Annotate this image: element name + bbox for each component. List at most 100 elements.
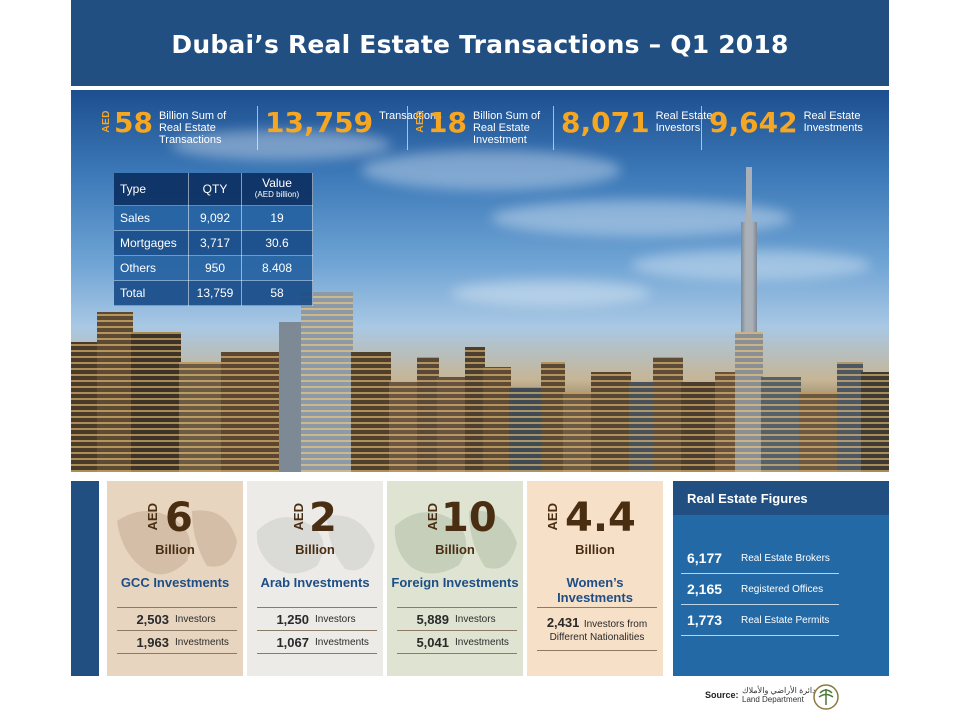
panel-foreign: AED 10 Billion Foreign Investments 5,889… xyxy=(387,481,523,676)
currency-label: AED xyxy=(545,503,560,531)
figure-number: 6,177 xyxy=(687,550,723,566)
hero-skyline: AED 58 Billion Sum of Real Estate Transa… xyxy=(71,90,889,472)
list-item: 2,165 Registered Offices xyxy=(681,574,839,605)
figure-label: Registered Offices xyxy=(741,583,824,595)
accent-bar xyxy=(71,481,99,676)
figure-number: 2,431 xyxy=(546,615,580,630)
list-item: 1,250 Investors xyxy=(257,607,377,630)
table-row: Total 13,759 58 xyxy=(114,280,313,306)
figure-label: Investors xyxy=(175,613,216,625)
col-value-label: Value xyxy=(262,176,292,190)
header-banner: Dubai’s Real Estate Transactions – Q1 20… xyxy=(71,0,889,86)
panel-women: AED 4.4 Billion Women’s Investments 2,43… xyxy=(527,481,663,676)
cell-type: Mortgages xyxy=(114,230,189,256)
panel-arab: AED 2 Billion Arab Investments 1,250 Inv… xyxy=(247,481,383,676)
cell-type: Total xyxy=(114,280,189,306)
list-item: 1,773 Real Estate Permits xyxy=(681,605,839,636)
panel-label: Foreign Investments xyxy=(391,575,519,590)
list-item: 1,963 Investments xyxy=(117,630,237,654)
world-map-icon xyxy=(394,510,517,574)
col-value: Value (AED billion) xyxy=(241,173,313,206)
real-estate-figures: Real Estate Figures 6,177 Real Estate Br… xyxy=(673,481,889,676)
cell-type: Sales xyxy=(114,205,189,231)
logo-text: دائرة الأراضي والأملاك Land Department xyxy=(742,686,816,704)
figure-label: Investments xyxy=(315,636,369,648)
stat-label: Billion Sum of Real Estate Investment xyxy=(472,110,541,146)
cell-qty: 9,092 xyxy=(188,205,242,231)
divider xyxy=(257,106,258,150)
table-row: Sales 9,092 19 xyxy=(114,205,313,231)
cell-value: 8.408 xyxy=(241,255,313,281)
panel-unit: Billion xyxy=(575,542,615,557)
col-value-unit: (AED billion) xyxy=(254,190,300,199)
panel-unit: Billion xyxy=(295,542,335,557)
divider xyxy=(407,106,408,150)
world-map-icon xyxy=(117,510,237,575)
figure-number: 5,889 xyxy=(416,611,449,627)
divider xyxy=(553,106,554,150)
stat-transactions: 13,759 Transactions xyxy=(265,108,449,138)
figure-number: 1,773 xyxy=(687,612,723,628)
stat-value: 8,071 xyxy=(561,106,650,139)
figure-label: Real Estate Permits xyxy=(741,614,830,626)
divider xyxy=(701,106,702,150)
stat-label: Transactions xyxy=(379,110,442,122)
figure-number: 1,067 xyxy=(276,634,309,650)
page-title: Dubai’s Real Estate Transactions – Q1 20… xyxy=(171,30,789,59)
table-header-row: Type QTY Value (AED billion) xyxy=(114,173,313,206)
figure-number: 1,250 xyxy=(276,611,309,627)
stat-value: 18 xyxy=(428,106,467,139)
panel-amount: 6 xyxy=(165,495,193,541)
investments-section: AED 6 Billion GCC Investments 2,503 Inve… xyxy=(71,481,889,676)
land-department-logo-icon xyxy=(813,684,839,710)
transactions-table: Type QTY Value (AED billion) Sales 9,092 … xyxy=(114,173,313,306)
stat-value: 58 xyxy=(114,106,153,139)
cell-value: 58 xyxy=(241,280,313,306)
stat-label: Real Estate Investments xyxy=(803,110,863,134)
source-label: Source: xyxy=(705,690,739,700)
stat-label: Billion Sum of Real Estate Transactions xyxy=(158,110,227,146)
stat-value: 9,642 xyxy=(709,106,798,139)
list-item: 1,067 Investments xyxy=(257,630,377,654)
cell-qty: 3,717 xyxy=(188,230,242,256)
figure-number: 2,165 xyxy=(687,581,723,597)
figure-label: Investments xyxy=(455,636,509,648)
panel-unit: Billion xyxy=(155,542,195,557)
panel-label: Arab Investments xyxy=(260,575,370,590)
cell-qty: 950 xyxy=(188,255,242,281)
figures-title: Real Estate Figures xyxy=(687,491,808,506)
figure-label: Investors from xyxy=(583,619,648,630)
currency-label: AED xyxy=(145,503,160,531)
list-item: 2,431 Investors from Different Nationali… xyxy=(537,607,657,651)
panel-amount: 4.4 xyxy=(565,495,636,541)
stat-sum-transactions: AED 58 Billion Sum of Real Estate Transa… xyxy=(101,106,237,147)
figure-label: Investments xyxy=(175,636,229,648)
list-item: 2,503 Investors xyxy=(117,607,237,630)
col-type: Type xyxy=(114,173,189,206)
world-map-icon xyxy=(256,515,375,574)
panel-gcc: AED 6 Billion GCC Investments 2,503 Inve… xyxy=(107,481,243,676)
stat-investors: 8,071 Real Estate Investors xyxy=(561,108,718,138)
panel-amount: 10 xyxy=(441,495,497,541)
figures-header xyxy=(673,481,889,515)
stat-sum-investment: AED 18 Billion Sum of Real Estate Invest… xyxy=(415,106,553,147)
logo-text-ar: دائرة الأراضي والأملاك xyxy=(742,686,816,695)
stat-value: 13,759 xyxy=(265,106,374,139)
col-qty: QTY xyxy=(188,173,242,206)
figure-number: 1,963 xyxy=(136,634,169,650)
figure-label: Investors xyxy=(455,613,496,625)
figure-number: 2,503 xyxy=(136,611,169,627)
figure-label: Investors xyxy=(315,613,356,625)
stat-investments: 9,642 Real Estate Investments xyxy=(709,108,874,138)
cell-qty: 13,759 xyxy=(188,280,242,306)
currency-label: AED xyxy=(101,110,112,133)
cell-value: 30.6 xyxy=(241,230,313,256)
panel-amount: 2 xyxy=(309,495,337,541)
panel-label: Women’s Investments xyxy=(557,575,633,605)
currency-label: AED xyxy=(425,503,440,531)
stat-label: Real Estate Investors xyxy=(655,110,713,134)
panel-label: GCC Investments xyxy=(120,575,230,590)
list-item: 6,177 Real Estate Brokers xyxy=(681,543,839,574)
logo-text-en: Land Department xyxy=(742,695,804,704)
table-row: Mortgages 3,717 30.6 xyxy=(114,230,313,256)
